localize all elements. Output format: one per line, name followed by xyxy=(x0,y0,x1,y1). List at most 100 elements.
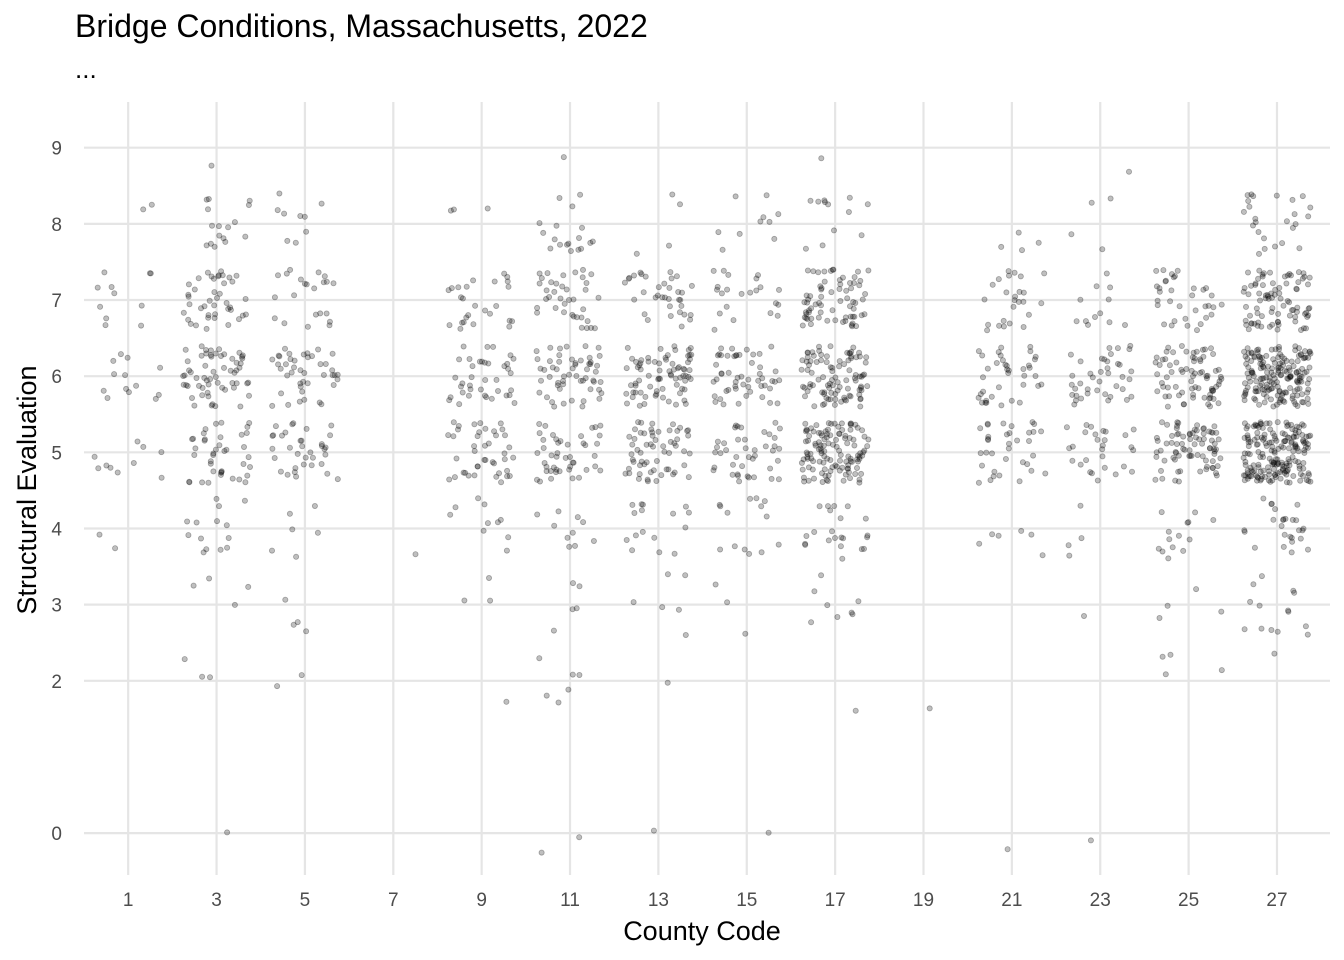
data-point xyxy=(557,295,564,302)
data-point xyxy=(182,346,189,353)
data-point xyxy=(836,276,843,283)
data-point xyxy=(536,280,543,287)
data-point xyxy=(557,241,564,248)
data-point xyxy=(107,464,114,471)
data-point xyxy=(649,420,656,427)
data-point xyxy=(1307,432,1314,439)
data-point xyxy=(465,312,472,319)
data-point xyxy=(637,360,644,367)
data-point xyxy=(111,371,118,378)
data-point xyxy=(1187,452,1194,459)
data-point xyxy=(457,294,464,301)
data-point xyxy=(1277,295,1284,302)
data-point xyxy=(1072,397,1079,404)
data-point xyxy=(286,350,293,357)
data-point xyxy=(815,446,822,453)
data-point xyxy=(985,433,992,440)
data-point xyxy=(715,229,722,236)
data-point xyxy=(668,275,675,282)
data-point xyxy=(586,360,593,367)
data-point xyxy=(640,289,647,296)
data-point xyxy=(1266,374,1273,381)
data-point xyxy=(625,275,632,282)
data-point xyxy=(207,240,214,247)
data-point xyxy=(1006,440,1013,447)
data-point xyxy=(1286,458,1293,465)
data-point xyxy=(716,501,723,508)
data-point xyxy=(580,440,587,447)
data-point xyxy=(1277,365,1284,372)
data-point xyxy=(1268,396,1275,403)
data-point xyxy=(1281,531,1288,538)
data-point xyxy=(560,381,567,388)
data-point xyxy=(1245,443,1252,450)
data-point xyxy=(1292,427,1299,434)
data-point xyxy=(730,317,737,324)
data-point xyxy=(1213,429,1220,436)
data-point xyxy=(1268,500,1275,507)
data-point xyxy=(470,321,477,328)
data-point xyxy=(1244,345,1251,352)
data-point xyxy=(831,227,838,234)
data-point xyxy=(1190,349,1197,356)
data-point xyxy=(1163,440,1170,447)
data-point xyxy=(328,422,335,429)
data-point xyxy=(652,392,659,399)
data-point xyxy=(1166,536,1173,543)
data-point xyxy=(114,469,121,476)
data-point xyxy=(1291,211,1298,218)
data-point xyxy=(509,318,516,325)
data-point xyxy=(563,343,570,350)
data-point xyxy=(1159,356,1166,363)
data-point xyxy=(1277,468,1284,475)
data-point xyxy=(1241,528,1248,535)
data-point xyxy=(989,450,996,457)
data-point xyxy=(861,311,868,318)
data-point xyxy=(776,286,783,293)
data-point xyxy=(1254,473,1261,480)
data-point xyxy=(1274,470,1281,477)
data-point xyxy=(507,352,514,359)
data-point xyxy=(570,313,577,320)
data-point xyxy=(304,354,311,361)
data-point xyxy=(1292,318,1299,325)
data-point xyxy=(1123,396,1130,403)
data-point xyxy=(836,467,843,474)
data-point xyxy=(1250,462,1257,469)
data-point xyxy=(746,550,753,557)
data-point xyxy=(1307,350,1314,357)
data-point xyxy=(1290,448,1297,455)
data-point xyxy=(1268,379,1275,386)
data-point xyxy=(832,317,839,324)
data-point xyxy=(269,356,276,363)
data-point xyxy=(1200,425,1207,432)
data-point xyxy=(207,347,214,354)
data-point xyxy=(1268,627,1275,634)
data-point xyxy=(184,518,191,525)
x-tick-label: 15 xyxy=(736,890,757,911)
data-point xyxy=(655,284,662,291)
data-point xyxy=(210,368,217,375)
data-point xyxy=(580,398,587,405)
data-point xyxy=(1297,477,1304,484)
data-point xyxy=(725,271,732,278)
data-point xyxy=(1182,315,1189,322)
data-point xyxy=(671,469,678,476)
data-point xyxy=(452,374,459,381)
data-point xyxy=(801,384,808,391)
data-point xyxy=(551,403,558,410)
y-axis-title: Structural Evaluation xyxy=(12,365,42,614)
data-point xyxy=(838,420,845,427)
data-point xyxy=(1296,424,1303,431)
data-point xyxy=(1248,473,1255,480)
data-point xyxy=(301,396,308,403)
data-point xyxy=(1289,538,1296,545)
data-point xyxy=(652,294,659,301)
data-point xyxy=(636,402,643,409)
data-point xyxy=(205,479,212,486)
data-point xyxy=(291,292,298,299)
data-point xyxy=(802,393,809,400)
data-point xyxy=(212,311,219,318)
data-point xyxy=(271,294,278,301)
chart-subtitle: ... xyxy=(75,54,97,84)
